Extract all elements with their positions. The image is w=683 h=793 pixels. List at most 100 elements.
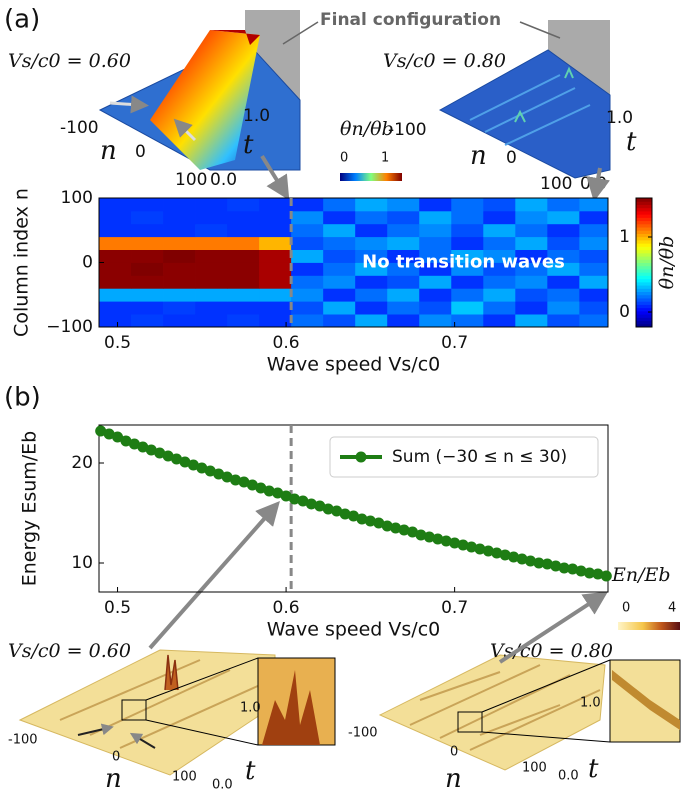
heatmap-cell: [515, 275, 547, 288]
t-tick: 1.0: [606, 108, 633, 128]
colorbar-segment: [636, 230, 652, 234]
heatmap-cell: [323, 288, 355, 301]
heatmap-cell: [387, 314, 419, 327]
colorbar-segment: [636, 308, 652, 312]
heatmap-cell: [131, 263, 163, 276]
heatmap-cell: [99, 301, 131, 314]
heatmap-cell: [323, 301, 355, 314]
heatmap-cell: [419, 314, 451, 327]
heatmap-cell: [547, 224, 579, 237]
colorbar-label: θn/θb: [656, 236, 678, 290]
heatmap-cell: [227, 275, 259, 288]
colorbar-segment: [636, 295, 652, 299]
speed-label: Vs/c0 = 0.80: [383, 50, 506, 72]
colorbar-segment: [636, 246, 652, 250]
heatmap-cell: [131, 250, 163, 263]
colorbar-segment: [636, 275, 652, 279]
heatmap-cell: [323, 275, 355, 288]
heatmap-cell: [387, 198, 419, 211]
heatmap-cell: [131, 301, 163, 314]
heatmap-cell: [227, 198, 259, 211]
annotation: No transition waves: [362, 252, 565, 273]
speed-label: Vs/c0 = 0.60: [8, 640, 131, 662]
heatmap-cell: [99, 237, 131, 250]
x-tick-label: 0.7: [441, 598, 468, 618]
heatmap-cell: [355, 301, 387, 314]
heatmap-cell: [419, 211, 451, 224]
n-tick: 0: [112, 750, 120, 765]
page: {"chart_data": [ {"type": "heatmap", "pa…: [0, 0, 683, 793]
x-tick-label: 0.5: [104, 598, 131, 618]
heatmap-cell: [355, 224, 387, 237]
heatmap-cell: [259, 211, 291, 224]
heatmap-cell: [227, 224, 259, 237]
t-tick: 1.0: [240, 701, 261, 716]
heatmap-cell: [419, 198, 451, 211]
n-tick: 100: [540, 174, 572, 194]
heatmap-cell: [323, 237, 355, 250]
heatmap-cell: [291, 250, 323, 263]
heatmap-cell: [579, 198, 608, 211]
colorbar-segment: [636, 201, 652, 205]
heatmap-cell: [451, 224, 483, 237]
heatmap-cell: [99, 211, 131, 224]
heatmap-cell: [99, 250, 131, 263]
heatmap-cell: [163, 275, 195, 288]
y-axis-label: Column index n: [11, 188, 33, 337]
x-tick-label: 0.6: [273, 333, 300, 353]
colorbar-segment: [636, 259, 652, 263]
heatmap-cell: [163, 224, 195, 237]
n-tick: 100: [522, 761, 547, 776]
colorbar-segment: [636, 240, 652, 244]
heatmap-cell: [515, 224, 547, 237]
t-tick: 0.0: [212, 778, 233, 793]
heatmap-cell: [99, 275, 131, 288]
colorbar: [340, 173, 402, 181]
heatmap-cell: [579, 211, 608, 224]
colorbar-segment: [636, 217, 652, 221]
t-axis-label: t: [245, 756, 256, 786]
heatmap-cell: [515, 301, 547, 314]
y-tick-label: 10: [71, 553, 93, 573]
heatmap-cell: [291, 211, 323, 224]
n-tick: 0: [450, 745, 458, 760]
heatmap-cell: [419, 224, 451, 237]
heatmap-cell: [227, 211, 259, 224]
colorbar-segment: [636, 204, 652, 208]
t-tick: 0.0: [580, 174, 607, 194]
heatmap-cell: [163, 288, 195, 301]
heatmap-cell: [195, 237, 227, 250]
colorbar-segment: [636, 198, 652, 202]
heatmap-cell: [195, 275, 227, 288]
y-tick-label: 0: [82, 253, 93, 273]
colorbar-segment: [636, 214, 652, 218]
t-axis-label: t: [243, 130, 254, 160]
t-axis-label: t: [626, 127, 637, 157]
heatmap-cell: [579, 237, 608, 250]
colorbar-segment: [636, 282, 652, 286]
heatmap-cell: [131, 288, 163, 301]
colorbar-segment: [636, 298, 652, 302]
x-axis-label: Wave speed Vs/c0: [267, 619, 440, 641]
heatmap-cell: [483, 314, 515, 327]
heatmap-cell: [387, 301, 419, 314]
colorbar-segment: [636, 208, 652, 212]
heatmap-cell: [419, 288, 451, 301]
heatmap-cell: [99, 314, 131, 327]
heatmap-cell: [323, 314, 355, 327]
heatmap-cell: [483, 224, 515, 237]
figure: (a) (b) Vs/c0 = 0.60 -100 0 100 0.0 1.0 …: [0, 0, 683, 793]
t-tick: 0.0: [558, 769, 579, 784]
heatmap-cell: [163, 263, 195, 276]
heatmap-cell: [547, 275, 579, 288]
heatmap-cell: [355, 314, 387, 327]
colorbar-segment: [636, 269, 652, 273]
heatmap-cell: [515, 237, 547, 250]
heatmap-cell: [131, 198, 163, 211]
heatmap-cell: [195, 250, 227, 263]
n-axis-label: n: [445, 764, 462, 793]
heatmap-cell: [259, 250, 291, 263]
heatmap-cell: [195, 211, 227, 224]
heatmap-cell: [291, 224, 323, 237]
heatmap-cell: [99, 198, 131, 211]
